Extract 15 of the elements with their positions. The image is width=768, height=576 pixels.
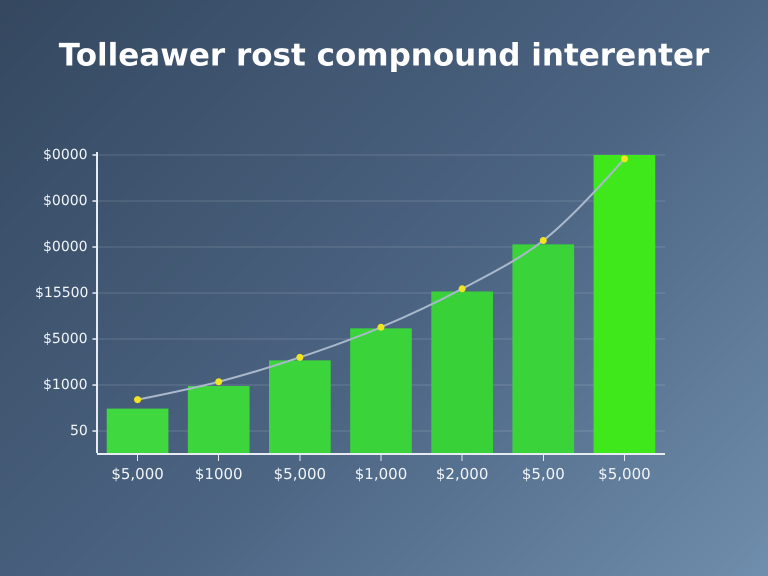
text: $0000 [43,147,88,163]
x-tick-label: $5,00 [522,465,565,483]
x-tick-label: $2,000 [436,465,488,483]
text: $15500 [35,285,88,301]
x-tick-label: $5,000 [111,465,164,483]
x-tick-label: $5,000 [274,465,326,483]
text: $0000 [43,193,88,209]
x-tick-label: $5,000 [598,465,651,483]
text: $0000 [43,239,88,255]
text: $1000 [43,377,88,393]
x-tick-label: $1,000 [354,465,408,483]
text: 50 [70,423,88,439]
chart-title: Tolleawer rost compnound interenter [58,38,710,74]
text: $5000 [43,331,88,347]
x-tick-label: $1000 [194,465,243,483]
